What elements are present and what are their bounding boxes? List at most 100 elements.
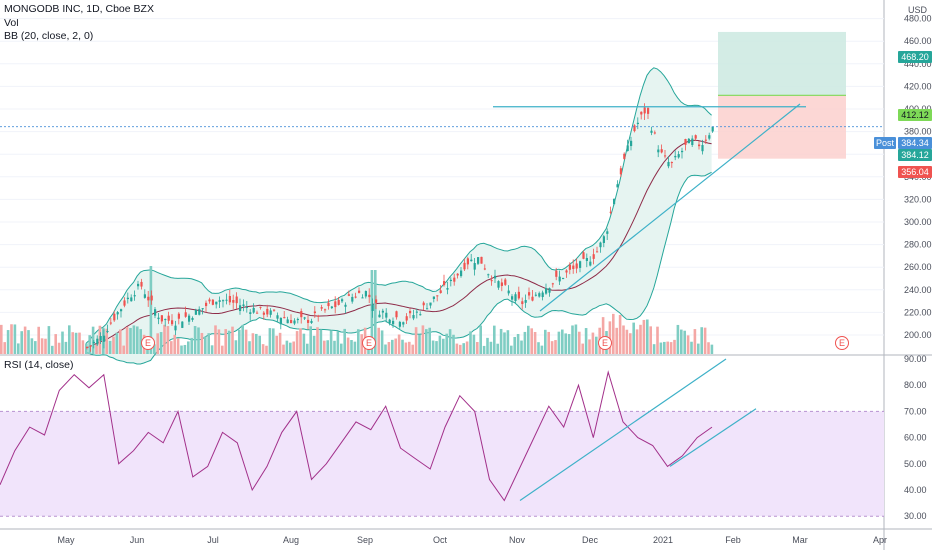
volume-bar	[329, 330, 333, 354]
candle-body	[446, 288, 449, 290]
price-axis-tick: 260.00	[904, 262, 932, 272]
volume-bar	[207, 333, 210, 354]
candle-body	[453, 277, 456, 282]
candle-body	[670, 162, 673, 164]
earnings-marker-label: E	[366, 338, 372, 348]
candle-body	[358, 290, 361, 293]
candle-body	[347, 294, 350, 296]
candle-body	[368, 294, 371, 298]
volume-bar	[275, 335, 278, 354]
volume-bar	[105, 328, 108, 354]
bb-legend[interactable]: BB (20, close, 2, 0)	[4, 30, 94, 42]
candle-body	[194, 309, 197, 315]
candle-body	[640, 111, 643, 115]
volume-bar	[129, 327, 132, 354]
candle-body	[626, 145, 629, 152]
volume-bar	[350, 340, 353, 354]
candle-body	[327, 302, 330, 307]
volume-bar	[690, 341, 693, 354]
volume-bar	[210, 345, 214, 354]
candle-body	[283, 317, 286, 319]
volume-bar	[533, 331, 537, 354]
candle-body	[177, 313, 180, 319]
volume-bar	[510, 345, 513, 354]
volume-bar	[489, 341, 493, 354]
candle-body	[392, 320, 395, 325]
bb-lower-band	[85, 171, 712, 365]
volume-bar	[499, 328, 503, 354]
candle-body	[422, 302, 425, 306]
bb-fill	[86, 67, 712, 365]
time-axis-tick: Apr	[873, 535, 887, 545]
volume-bar	[448, 329, 452, 354]
volume-bar	[486, 337, 489, 354]
candle-body	[126, 297, 129, 300]
volume-bar	[278, 332, 282, 354]
candle-body	[99, 336, 102, 341]
volume-bar	[642, 319, 646, 354]
volume-bar	[629, 333, 632, 354]
earnings-marker	[362, 336, 376, 350]
volume-bar	[591, 332, 595, 354]
volume-bar	[574, 324, 578, 354]
earnings-marker	[141, 336, 155, 350]
volume-bar	[282, 344, 285, 354]
volume-bar	[265, 345, 268, 354]
volume-bar	[693, 329, 697, 354]
candle-body	[674, 155, 677, 158]
candle-body	[313, 311, 316, 314]
candle-body	[602, 236, 605, 243]
candle-body	[419, 314, 422, 316]
volume-bar	[601, 317, 605, 354]
earnings-marker-label: E	[145, 338, 151, 348]
candle-body	[324, 309, 327, 311]
volume-bar	[435, 341, 438, 354]
volume-bar	[554, 340, 557, 354]
candle-body	[415, 311, 418, 313]
volume-bar	[0, 324, 3, 354]
time-axis-tick: Jun	[130, 535, 145, 545]
candle-body	[572, 265, 575, 269]
volume-bar	[173, 334, 176, 354]
candle-body	[517, 291, 520, 299]
volume-bar	[71, 332, 74, 354]
volume-bar	[431, 340, 435, 354]
candle-body	[575, 263, 578, 269]
candle-body	[619, 168, 622, 175]
candle-body	[514, 294, 517, 301]
candle-body	[664, 155, 667, 157]
volume-bar	[632, 322, 635, 354]
post-tag	[874, 137, 896, 149]
candle-body	[113, 313, 116, 321]
candle-body	[708, 135, 711, 139]
volume-bar	[459, 344, 462, 354]
volume-bar	[374, 270, 377, 354]
volume-bar	[584, 328, 588, 354]
candle-body	[592, 254, 595, 259]
volume-bar	[530, 328, 533, 354]
volume-bar	[527, 325, 530, 354]
volume-bar	[85, 343, 88, 354]
volume-bar	[119, 329, 122, 354]
candle-body	[524, 300, 527, 303]
volume-bar	[656, 326, 659, 354]
candle-body	[494, 275, 497, 279]
candle-body	[555, 270, 558, 277]
price-tag-label: 356.04	[901, 167, 929, 177]
candle-body	[426, 308, 429, 310]
volume-bar	[387, 342, 391, 354]
candle-body	[266, 308, 269, 315]
price-axis-tick: 500.00	[904, 0, 932, 1]
candle-body	[157, 317, 160, 320]
candle-body	[303, 317, 306, 319]
volume-bar	[615, 327, 618, 354]
volume-bar	[6, 330, 10, 354]
candle-body	[130, 297, 133, 302]
rsi-legend[interactable]: RSI (14, close)	[4, 359, 74, 371]
volume-bar	[404, 342, 408, 354]
candle-body	[228, 296, 231, 303]
candle-body	[344, 304, 347, 307]
volume-bar	[377, 327, 380, 354]
volume-bar	[176, 338, 180, 354]
